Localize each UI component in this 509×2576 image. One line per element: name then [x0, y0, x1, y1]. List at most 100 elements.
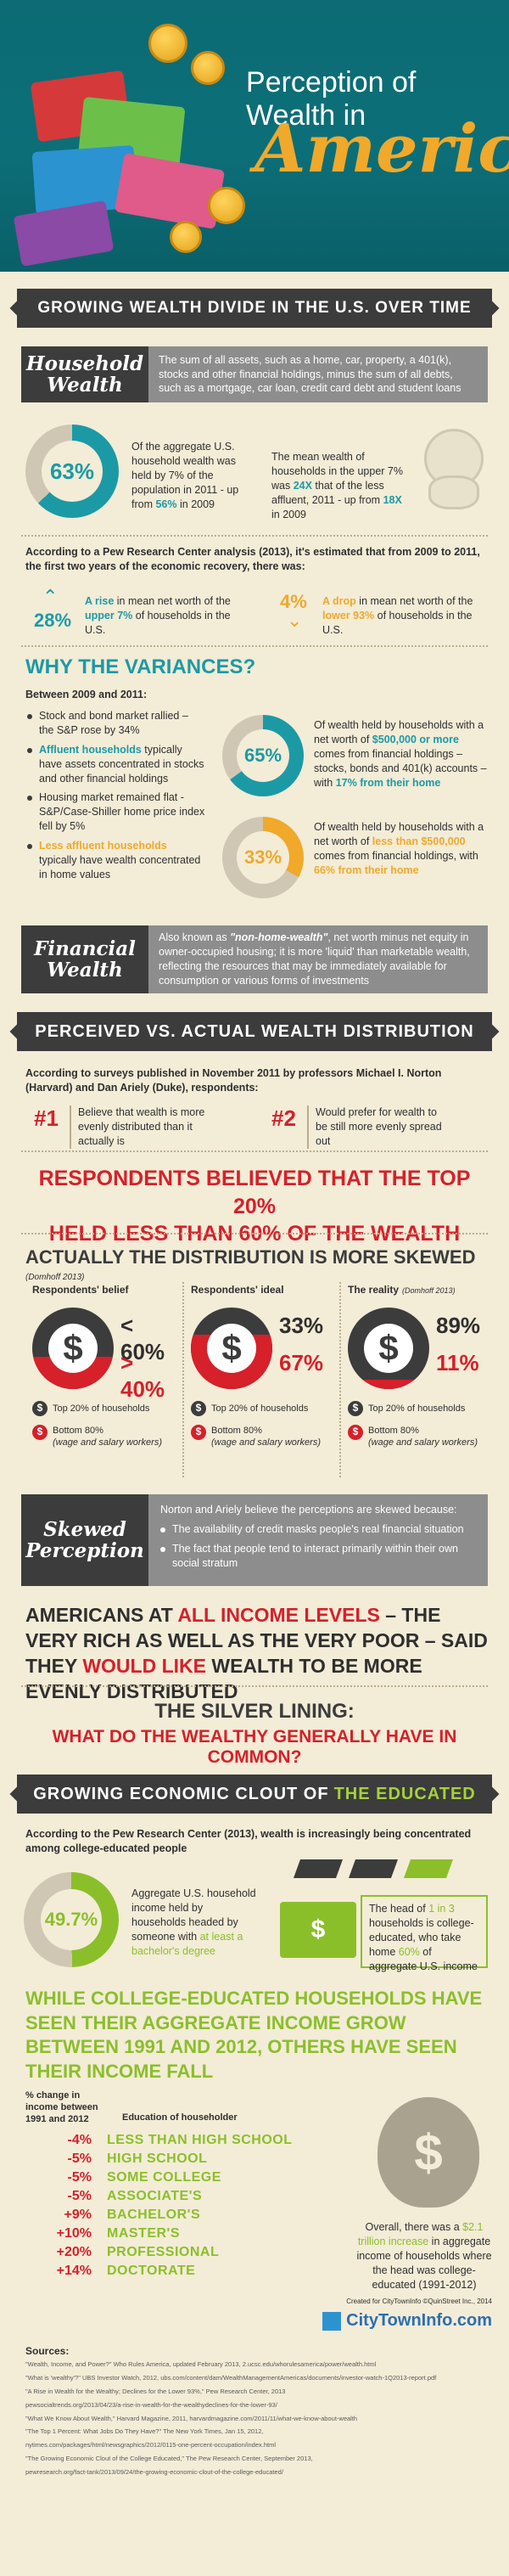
income-change: +10%	[56, 2226, 92, 2241]
column-title: Respondents' belief	[32, 1284, 129, 1296]
ring-value: 65%	[237, 729, 289, 782]
ring-value: 33%	[237, 831, 289, 884]
legend-bottom: $ Bottom 80% (wage and salary workers)	[32, 1425, 172, 1449]
dollar-icon: $	[191, 1425, 206, 1440]
section-banner: PERCEIVED VS. ACTUAL WEALTH DISTRIBUTION	[17, 1012, 492, 1051]
card-pink	[114, 153, 226, 229]
ring-49-7: 49.7%	[24, 1872, 119, 1967]
dollar-share-icon: $	[32, 1308, 114, 1389]
ring-65-text: Of wealth held by households with a net …	[314, 719, 487, 789]
definition-label: Financial Wealth	[21, 925, 148, 993]
headline-top20: RESPONDENTS BELIEVED THAT THE TOP 20% HEL…	[38, 1167, 471, 1246]
education-level: ASSOCIATE'S	[107, 2189, 203, 2203]
bullet-item: Housing market remained flat - S&P/Case-…	[27, 790, 205, 834]
americans-headline: AMERICANS AT ALL INCOME LEVELS – THE VER…	[25, 1604, 488, 1702]
source-item: nytimes.com/packages/html/newsgraphics/2…	[25, 2441, 277, 2449]
dollar-share-icon: $	[191, 1308, 272, 1389]
education-level: SOME COLLEGE	[107, 2170, 221, 2185]
household-wealth-box: Household Wealth The sum of all assets, …	[21, 346, 488, 402]
skew-heading: ACTUALLY THE DISTRIBUTION IS MORE SKEWED…	[25, 1246, 476, 1282]
graduation-cap-icon	[293, 1859, 344, 1885]
coin-icon	[191, 51, 225, 85]
divider	[21, 645, 488, 647]
hero-header: Perception of Wealth in America	[0, 0, 509, 272]
educated-headline: WHILE COLLEGE-EDUCATED HOUSEHOLDS HAVE S…	[25, 1988, 483, 2082]
dollar-icon: $	[32, 1401, 48, 1416]
education-level: LESS THAN HIGH SCHOOL	[107, 2133, 293, 2147]
table-row: -5% SOME COLLEGE	[25, 2170, 365, 2188]
income-change: +20%	[56, 2245, 92, 2259]
ring-value: 63%	[42, 441, 103, 502]
footer-logo: CityTownInfo.com	[305, 2311, 492, 2331]
income-change: +9%	[64, 2208, 92, 2222]
ring-49-text: Aggregate U.S. household income held by …	[131, 1887, 256, 1957]
table-row: +10% MASTER'S	[25, 2226, 365, 2244]
distribution-column: Respondents' belief $ < 60% > 40% $ Top 20% o…	[25, 1282, 174, 1477]
table-row: +20% PROFESSIONAL	[25, 2245, 365, 2263]
income-change: -5%	[67, 2170, 92, 2185]
distribution-column: The reality (Domhoff 2013) $89% 11% $ Top 20%…	[339, 1282, 488, 1477]
stat-63-text: Of the aggregate U.S. household wealth w…	[131, 441, 239, 510]
legend-bottom: $ Bottom 80% (wage and salary workers)	[348, 1425, 488, 1449]
definition-label: Household Wealth	[21, 346, 148, 402]
source-item: pewresearch.org/fact-tank/2013/09/24/the…	[25, 2468, 283, 2476]
money-icon: $	[280, 1902, 356, 1958]
financial-wealth-box: Financial Wealth Also known as "non-home…	[21, 925, 488, 993]
source-item: "Wealth, Income, and Power?" Who Rules A…	[25, 2360, 377, 2368]
income-change: -4%	[67, 2133, 92, 2147]
rise-text: A rise in mean net worth of the upper 7%…	[85, 595, 231, 636]
page-title-line1: Perception of Wealth in	[246, 66, 417, 132]
skewed-intro: Norton and Ariely believe the perception…	[160, 1504, 457, 1516]
section-banner: GROWING WEALTH DIVIDE IN THE U.S. OVER T…	[17, 289, 492, 328]
income-table-col1-header: % change in income between 1991 and 2012	[25, 2090, 98, 2124]
column-title: Respondents' ideal	[191, 1284, 284, 1296]
education-level: HIGH SCHOOL	[107, 2151, 208, 2166]
variances-sub: Between 2009 and 2011:	[25, 689, 148, 700]
rise-value: 28%	[34, 610, 72, 631]
income-change: +14%	[56, 2264, 92, 2278]
dollar-icon: $	[207, 1324, 256, 1373]
source-item: "What We Know About Wealth," Harvard Mag…	[25, 2414, 358, 2422]
drop-text: A drop in mean net worth of the lower 93…	[322, 595, 473, 636]
drop-arrow-icon: ⌄	[287, 610, 303, 631]
finding-2-number: #2	[271, 1105, 296, 1131]
graduation-cap-icon	[348, 1859, 399, 1885]
bottom-share-value: 11%	[436, 1350, 479, 1375]
divider	[21, 535, 488, 537]
variances-heading: WHY THE VARIANCES?	[25, 655, 256, 678]
dollar-icon: $	[364, 1324, 413, 1373]
variances-bullets: Stock and bond market rallied – the S&P …	[27, 709, 205, 887]
rise-arrow-icon: ⌃	[42, 586, 59, 607]
stat-24x-text: The mean wealth of households in the upp…	[271, 451, 403, 520]
definition-text: Also known as "non-home-wealth", net wor…	[159, 931, 470, 987]
sources: Sources: "Wealth, Income, and Power?" Wh…	[25, 2345, 488, 2482]
divider	[21, 1233, 488, 1235]
ring-33-text: Of wealth held by households with a net …	[314, 821, 484, 876]
source-item: pewsocialtrends.org/2013/04/23/a-rise-in…	[25, 2400, 277, 2409]
dollar-icon: $	[191, 1401, 206, 1416]
coin-icon	[208, 187, 245, 224]
graduation-cap-icon	[403, 1859, 454, 1885]
legend-bottom: $ Bottom 80% (wage and salary workers)	[191, 1425, 331, 1449]
finding-1-text: Believe that wealth is more evenly distr…	[70, 1105, 214, 1149]
table-row: -5% HIGH SCHOOL	[25, 2151, 365, 2169]
education-level: MASTER'S	[107, 2226, 181, 2241]
page-title-line2: America	[255, 110, 509, 188]
income-change: -5%	[67, 2189, 92, 2203]
educated-intro: According to the Pew Research Center (20…	[25, 1828, 472, 1854]
dollar-icon: $	[348, 1425, 363, 1440]
top-share-value: < 60%	[120, 1313, 165, 1364]
definition-label: Skewed Perception	[21, 1494, 148, 1586]
ring-33: 33%	[222, 817, 304, 898]
education-level: BACHELOR'S	[107, 2208, 201, 2222]
bottom-share-value: 67%	[279, 1350, 324, 1375]
overall-increase: Overall, there was a $2.1 trillion incre…	[356, 2221, 492, 2291]
source-item: "What is 'wealthy'?" UBS Investor Watch,…	[25, 2373, 437, 2382]
legend-top: $ Top 20% of households	[348, 1401, 488, 1416]
source-item: "A Rise in Wealth for the Wealthy; Decli…	[25, 2387, 286, 2395]
income-change: -5%	[67, 2151, 92, 2166]
silver-lining: THE SILVER LINING: WHAT DO THE WEALTHY G…	[52, 1700, 457, 1767]
money-bag-icon: $	[378, 2097, 479, 2208]
pew-intro: According to a Pew Research Center analy…	[25, 546, 480, 572]
coin-icon	[170, 221, 202, 253]
